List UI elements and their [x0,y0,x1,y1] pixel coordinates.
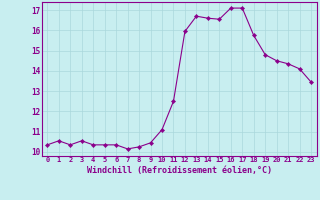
X-axis label: Windchill (Refroidissement éolien,°C): Windchill (Refroidissement éolien,°C) [87,166,272,175]
